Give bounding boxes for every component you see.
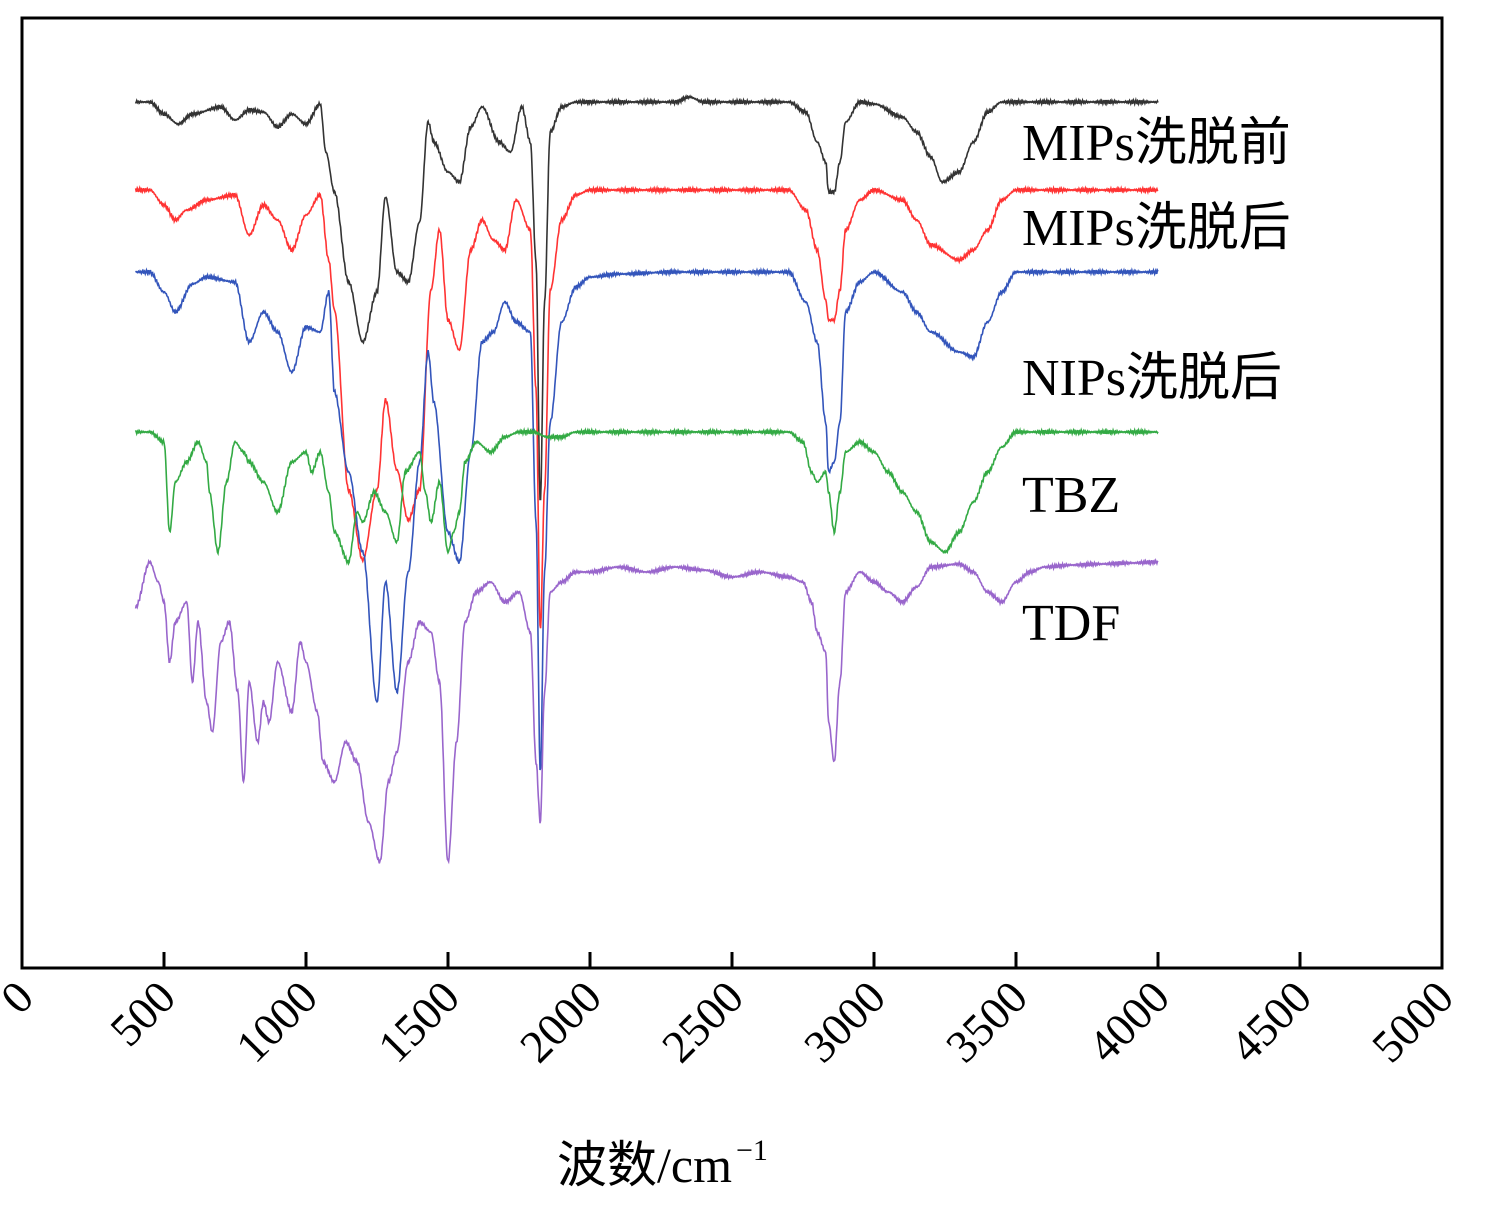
x-tick-label: 3500 xyxy=(936,971,1037,1072)
legend-label-2: MIPs洗脱后 xyxy=(1022,200,1291,257)
x-tick-label: 4000 xyxy=(1078,971,1179,1072)
series-line-5 xyxy=(134,557,1159,865)
series-line-2 xyxy=(134,184,1159,629)
legend-label-5: TDF xyxy=(1022,595,1120,652)
series-line-4 xyxy=(134,426,1159,566)
x-axis-title: 波数/cm xyxy=(557,1137,732,1193)
legend-label-3: NIPs洗脱后 xyxy=(1022,350,1282,407)
x-tick-label: 500 xyxy=(100,971,185,1056)
x-tick-label: 5000 xyxy=(1362,971,1463,1072)
x-tick-label: 2000 xyxy=(510,971,611,1072)
x-tick-label: 4500 xyxy=(1220,971,1321,1072)
x-tick-label: 3000 xyxy=(794,971,895,1072)
x-axis-ticks xyxy=(20,952,1444,968)
x-tick-label: 0 xyxy=(0,971,43,1023)
x-tick-label: 1000 xyxy=(226,971,327,1072)
legend: MIPs洗脱前 MIPs洗脱后 NIPs洗脱后 TBZ TDF xyxy=(1022,115,1291,652)
legend-label-1: MIPs洗脱前 xyxy=(1022,115,1291,172)
series-line-1 xyxy=(134,93,1159,501)
x-tick-label: 2500 xyxy=(652,971,753,1072)
series-line-3 xyxy=(134,266,1159,771)
legend-label-4: TBZ xyxy=(1022,467,1120,524)
spectra-series xyxy=(134,93,1159,865)
x-axis-title-superscript: −1 xyxy=(736,1134,768,1167)
x-tick-label: 1500 xyxy=(368,971,469,1072)
x-axis-tick-labels: 0 500 1000 1500 2000 2500 3000 3500 4000 4500 5000 xyxy=(0,971,1463,1072)
